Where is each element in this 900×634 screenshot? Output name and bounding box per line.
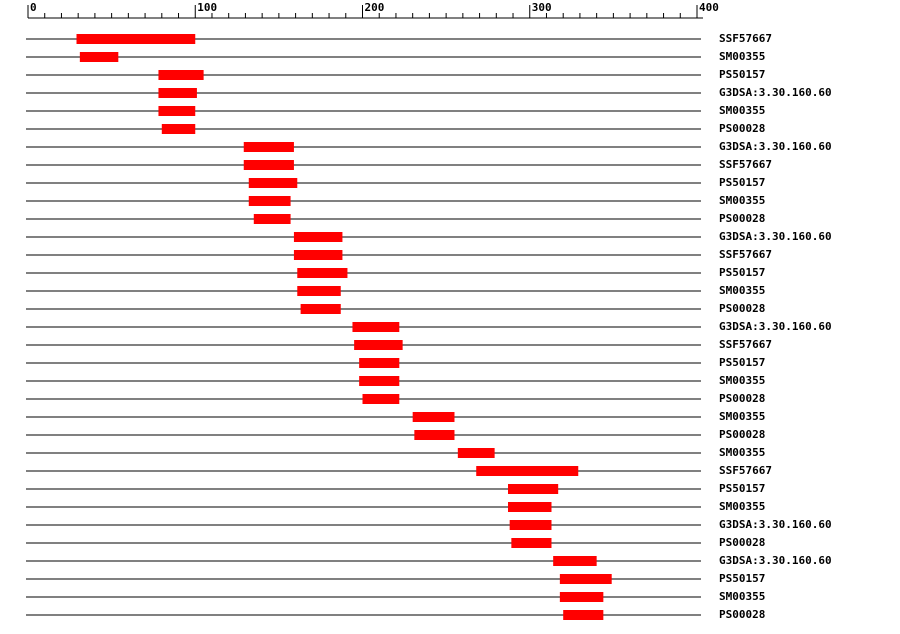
row-label: SSF57667 xyxy=(719,338,772,351)
row-label: SM00355 xyxy=(719,590,765,603)
x-tick-label: 200 xyxy=(365,1,385,14)
x-tick-label: 400 xyxy=(699,1,719,14)
domain-bar xyxy=(511,538,552,548)
domain-bar xyxy=(414,430,455,440)
domain-bar xyxy=(354,340,403,350)
row-label: SSF57667 xyxy=(719,248,772,261)
domain-bar xyxy=(300,304,341,314)
domain-bar xyxy=(158,88,197,98)
row-label: PS00028 xyxy=(719,428,765,441)
domain-bar xyxy=(508,502,552,512)
domain-bar xyxy=(359,376,400,386)
domain-bar xyxy=(297,268,348,278)
domain-bar xyxy=(359,358,400,368)
domain-bar xyxy=(476,466,579,476)
domain-bar xyxy=(79,52,119,62)
row-label: SM00355 xyxy=(719,410,765,423)
row-label: PS50157 xyxy=(719,266,765,279)
domain-bar xyxy=(559,574,612,584)
domain-bar xyxy=(293,250,343,260)
row-label: PS50157 xyxy=(719,482,765,495)
row-label: SSF57667 xyxy=(719,158,772,171)
row-label: PS50157 xyxy=(719,572,765,585)
row-label: PS50157 xyxy=(719,176,765,189)
domain-bar xyxy=(253,214,291,224)
row-label: PS00028 xyxy=(719,212,765,225)
row-label: SM00355 xyxy=(719,50,765,63)
row-label: SSF57667 xyxy=(719,32,772,45)
row-label: PS00028 xyxy=(719,302,765,315)
domain-bar xyxy=(559,592,604,602)
x-tick-label: 300 xyxy=(532,1,552,14)
domain-bar xyxy=(158,70,204,80)
domain-bar xyxy=(509,520,552,530)
row-label: G3DSA:3.30.160.60 xyxy=(719,86,832,99)
row-label: SSF57667 xyxy=(719,464,772,477)
domain-bar xyxy=(508,484,559,494)
x-tick-label: 100 xyxy=(197,1,217,14)
row-label: G3DSA:3.30.160.60 xyxy=(719,230,832,243)
row-label: PS50157 xyxy=(719,68,765,81)
row-label: PS00028 xyxy=(719,122,765,135)
row-label: PS00028 xyxy=(719,536,765,549)
domain-bar xyxy=(553,556,597,566)
domain-bar xyxy=(76,34,196,44)
domain-bar xyxy=(412,412,455,422)
row-label: G3DSA:3.30.160.60 xyxy=(719,518,832,531)
domain-bar xyxy=(457,448,495,458)
row-label: SM00355 xyxy=(719,374,765,387)
row-label: SM00355 xyxy=(719,446,765,459)
domain-bar xyxy=(297,286,341,296)
row-label: PS00028 xyxy=(719,608,765,621)
domain-bar xyxy=(362,394,400,404)
x-tick-label: 0 xyxy=(30,1,37,14)
domain-bar xyxy=(293,232,343,242)
domain-bar xyxy=(243,160,294,170)
domain-bar xyxy=(243,142,294,152)
domain-bar xyxy=(248,196,291,206)
domain-bar xyxy=(158,106,196,116)
row-label: SM00355 xyxy=(719,194,765,207)
row-label: SM00355 xyxy=(719,500,765,513)
row-label: PS50157 xyxy=(719,356,765,369)
row-label: PS00028 xyxy=(719,392,765,405)
domain-bar xyxy=(161,124,196,134)
row-label: SM00355 xyxy=(719,284,765,297)
domain-bar xyxy=(563,610,604,620)
domain-bar xyxy=(248,178,298,188)
domain-bar xyxy=(352,322,400,332)
row-label: G3DSA:3.30.160.60 xyxy=(719,140,832,153)
row-label: SM00355 xyxy=(719,104,765,117)
row-label: G3DSA:3.30.160.60 xyxy=(719,554,832,567)
row-label: G3DSA:3.30.160.60 xyxy=(719,320,832,333)
